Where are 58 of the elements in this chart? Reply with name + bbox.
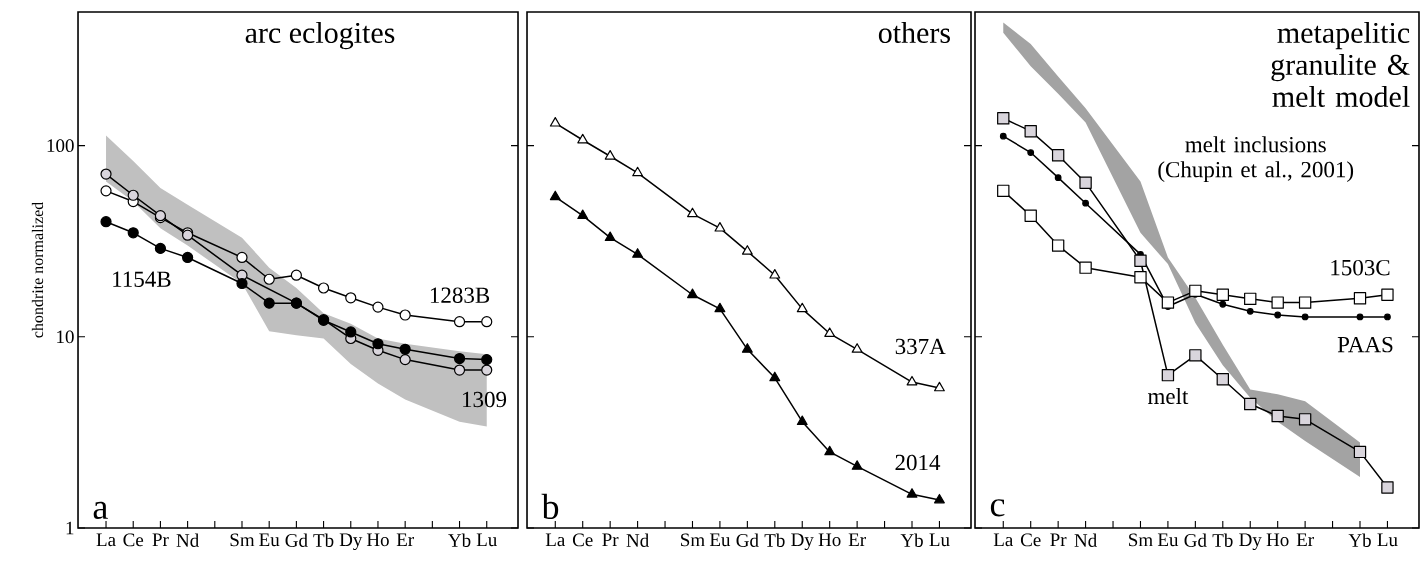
- annotation: 337A: [895, 338, 946, 355]
- annotation: melt inclusions (Chupin et al., 2001): [1158, 136, 1354, 183]
- x-tick-label: Ce: [1020, 533, 1041, 547]
- x-tick-label: Pr: [152, 533, 169, 546]
- chart-title: arc eclogites: [245, 21, 395, 50]
- x-tick-label: Eu: [709, 533, 731, 547]
- x-tick-label: La: [993, 533, 1014, 547]
- x-tick-label: Tb: [1212, 533, 1233, 547]
- annotation: melt: [1147, 387, 1189, 405]
- y-tick-label: 10: [57, 330, 74, 344]
- x-tick-label: Sm: [1129, 533, 1153, 547]
- x-tick-label: La: [545, 533, 566, 547]
- x-tick-label: Gd: [1184, 533, 1207, 547]
- x-tick-label: Er: [1296, 533, 1314, 546]
- x-tick-label: Ce: [123, 533, 144, 547]
- annotation: 1309: [463, 391, 507, 408]
- x-tick-label: Dy: [1239, 533, 1262, 551]
- x-tick-label: Gd: [736, 533, 759, 547]
- annotation: 1283B: [430, 287, 490, 303]
- x-tick-label: Ho: [1266, 533, 1289, 547]
- annotation: 1503C: [1331, 259, 1390, 276]
- annotation: a: [93, 501, 108, 520]
- x-tick-label: Gd: [285, 533, 308, 547]
- y-tick-label: 1: [66, 521, 74, 535]
- x-tick-label: Sm: [681, 533, 705, 547]
- x-tick-label: Lu: [929, 533, 950, 547]
- x-tick-label: Er: [396, 533, 414, 546]
- x-tick-label: La: [96, 533, 116, 547]
- x-tick-label: Sm: [230, 533, 255, 547]
- x-tick-label: Nd: [1074, 533, 1097, 547]
- x-tick-label: Yb: [448, 533, 471, 547]
- annotation: 2014: [895, 454, 941, 471]
- text: metapelitic granulite & melt model: [1271, 21, 1410, 108]
- x-tick-label: Tb: [313, 533, 334, 547]
- x-tick-label: Lu: [1377, 533, 1398, 547]
- x-tick-label: Eu: [259, 533, 280, 547]
- annotation: 1154B: [113, 271, 171, 287]
- y-axis-title: chondrite normalized: [31, 201, 44, 338]
- annotation: b: [541, 493, 559, 520]
- annotation: PAAS: [1337, 336, 1393, 353]
- chart-title: others: [878, 21, 950, 44]
- x-tick-label: Lu: [476, 533, 497, 547]
- y-tick-label: 100: [47, 139, 74, 153]
- x-tick-label: Nd: [626, 533, 649, 547]
- x-tick-label: Er: [848, 533, 866, 546]
- x-tick-label: Pr: [1050, 533, 1067, 546]
- x-tick-label: Tb: [764, 533, 785, 547]
- x-tick-label: Eu: [1157, 533, 1179, 547]
- annotation: c: [990, 499, 1005, 517]
- x-tick-label: Dy: [339, 533, 363, 551]
- x-tick-label: Yb: [900, 533, 923, 547]
- x-tick-label: Dy: [791, 533, 814, 551]
- x-tick-label: Nd: [176, 533, 199, 547]
- x-tick-label: Ce: [572, 533, 593, 547]
- x-tick-label: Yb: [1348, 533, 1371, 547]
- x-tick-label: Ho: [366, 533, 389, 547]
- x-tick-label: Pr: [602, 533, 619, 546]
- x-tick-label: Ho: [818, 533, 841, 547]
